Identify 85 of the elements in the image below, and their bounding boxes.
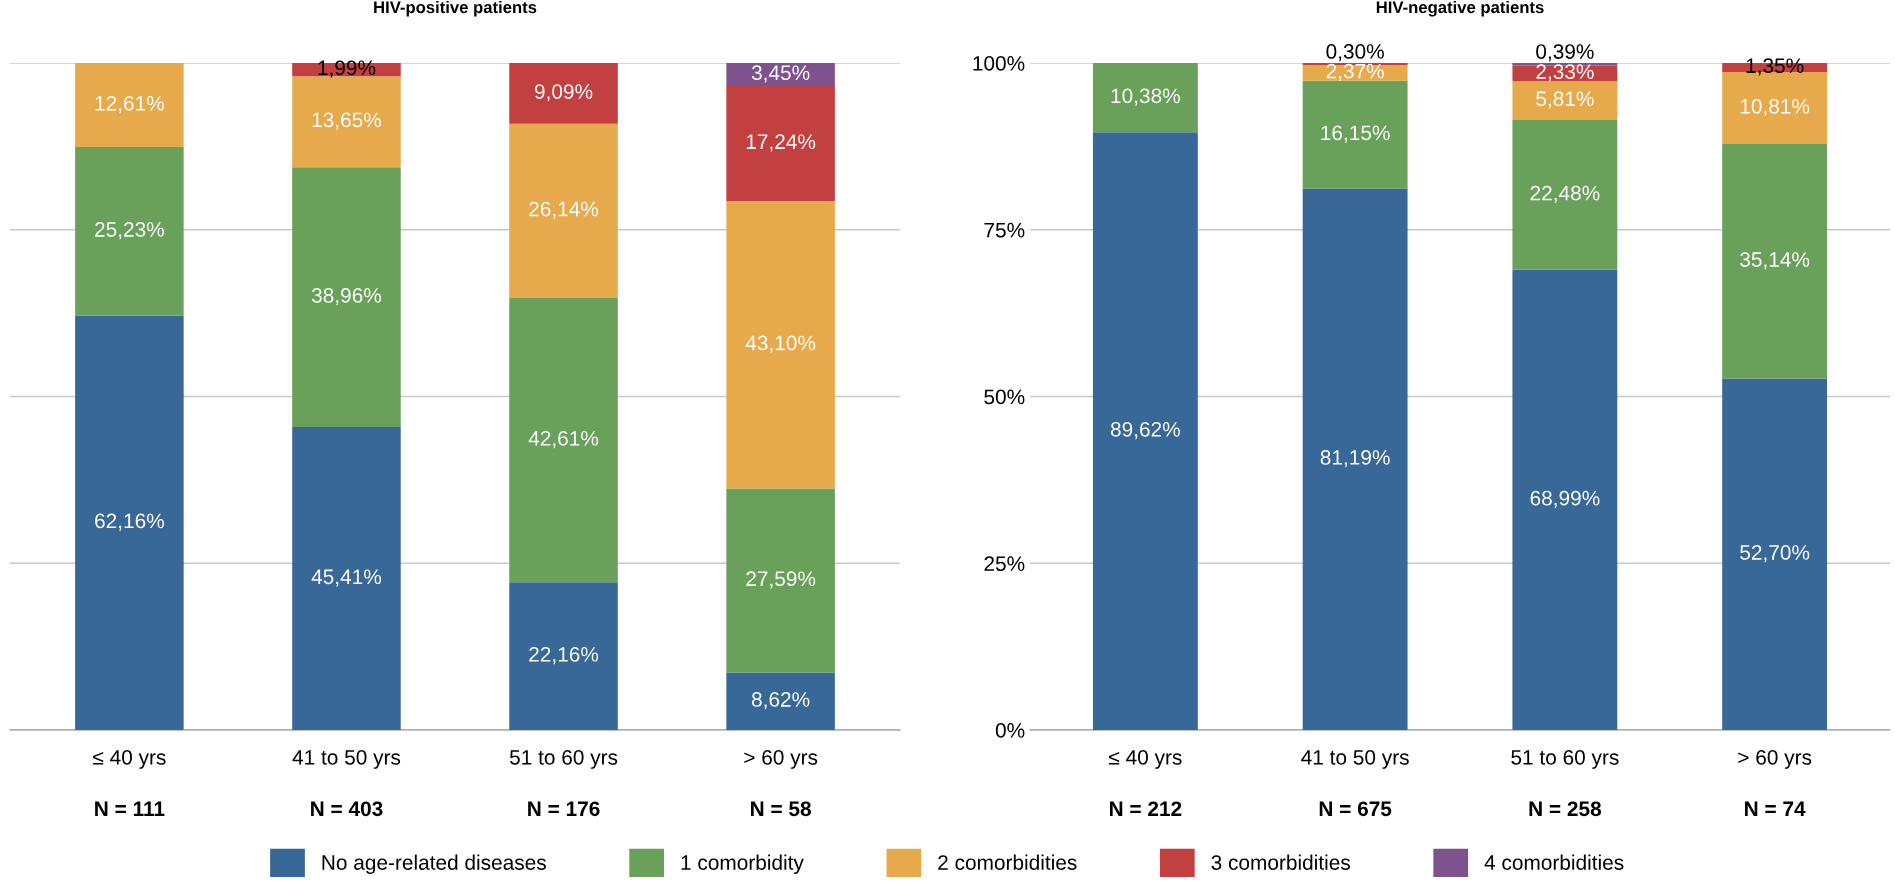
bar — [292, 76, 401, 168]
y-tick-label: 50% — [984, 389, 1025, 405]
chart-title: HIV-positive patients — [374, 0, 537, 17]
y-tick-label: 75% — [984, 222, 1025, 238]
data-label: 38,96% — [311, 288, 382, 306]
data-label: 35,14% — [1740, 252, 1810, 270]
legend-label: 1 comorbidity — [681, 854, 804, 875]
bar — [1092, 63, 1198, 133]
data-label: 22,48% — [1530, 185, 1600, 203]
bar — [1302, 64, 1408, 81]
y-tick-label: 0% — [995, 723, 1025, 738]
data-label: 26,14% — [529, 201, 599, 219]
bar — [1722, 378, 1828, 730]
text: N = 111 — [95, 801, 165, 816]
text: N = 212 — [1109, 801, 1182, 816]
text: N = 176 — [528, 801, 600, 817]
x-tick-label: ≤ 40 yrs — [93, 749, 166, 769]
data-label: 3,45% — [751, 65, 810, 83]
x-tick-label: 41 to 50 yrs — [1301, 749, 1409, 769]
data-label: 52,70% — [1740, 545, 1810, 563]
bar — [1302, 80, 1408, 189]
x-tick-label: ≤ 40 yrs — [1109, 749, 1182, 769]
bar — [1302, 188, 1408, 730]
data-label: 13,65% — [312, 112, 382, 130]
x-tick-label: 51 to 60 yrs — [509, 749, 618, 769]
bar — [75, 315, 184, 730]
data-label: 8,62% — [751, 692, 810, 710]
data-label: 2,37% — [1326, 63, 1384, 81]
legend-label: 2 comorbidities — [938, 854, 1077, 870]
bar — [1512, 119, 1618, 270]
text: N = 258 — [1529, 801, 1602, 817]
bar — [1092, 132, 1198, 730]
bar — [1512, 269, 1618, 730]
bar — [509, 582, 618, 730]
data-label: 12,61% — [95, 95, 164, 114]
bar — [1722, 144, 1828, 379]
bar — [1512, 81, 1618, 120]
bar — [75, 147, 184, 316]
bar — [75, 63, 184, 148]
data-label: 42,61% — [528, 430, 599, 449]
data-label: 17,24% — [746, 134, 816, 152]
legend-label: 3 comorbidities — [1211, 854, 1350, 870]
data-label: 81,19% — [1320, 450, 1390, 468]
data-label: 10,81% — [1740, 98, 1810, 117]
x-tick-label: 51 to 60 yrs — [1511, 749, 1619, 769]
data-label: 5,81% — [1536, 91, 1594, 109]
data-label: 68,99% — [1530, 490, 1600, 508]
data-label: 22,16% — [529, 646, 599, 665]
bar — [509, 63, 618, 124]
text: N = 58 — [751, 801, 811, 817]
bar — [726, 201, 835, 489]
data-label: 9,09% — [534, 84, 593, 102]
legend-label: 4 comorbidities — [1484, 854, 1624, 870]
bar — [726, 63, 835, 87]
data-label: 2,33% — [1536, 64, 1594, 82]
bar — [292, 167, 401, 428]
data-label: 27,59% — [746, 571, 816, 589]
data-label: 62,16% — [95, 513, 164, 531]
bar — [1512, 63, 1618, 66]
y-tick-label: 25% — [984, 556, 1025, 571]
legend-label: No age-related diseases — [322, 854, 546, 875]
x-tick-label: > 60 yrs — [744, 749, 818, 769]
text: N = 403 — [311, 801, 383, 817]
data-label: 43,10% — [745, 335, 816, 353]
bar — [509, 123, 618, 298]
data-label: 25,23% — [95, 222, 164, 240]
x-tick-label: > 60 yrs — [1738, 749, 1812, 769]
x-tick-label: 41 to 50 yrs — [292, 749, 401, 769]
bar — [726, 86, 835, 201]
data-label: 0,30% — [1326, 44, 1384, 62]
data-label: 89,62% — [1110, 421, 1180, 440]
bar — [726, 672, 835, 730]
y-tick-label: 100% — [973, 56, 1025, 71]
bar — [509, 297, 618, 583]
chart-title: HIV-negative patients — [1376, 0, 1544, 17]
text: N = 74 — [1745, 801, 1806, 816]
bar — [726, 488, 835, 673]
data-label: 0,39% — [1536, 44, 1594, 62]
data-label: 1,99% — [318, 60, 376, 78]
text: N = 675 — [1319, 801, 1392, 817]
bar — [292, 427, 401, 730]
data-label: 1,35% — [1746, 58, 1804, 76]
data-label: 10,38% — [1111, 88, 1180, 106]
data-label: 16,15% — [1321, 125, 1390, 143]
data-label: 45,41% — [311, 569, 382, 587]
